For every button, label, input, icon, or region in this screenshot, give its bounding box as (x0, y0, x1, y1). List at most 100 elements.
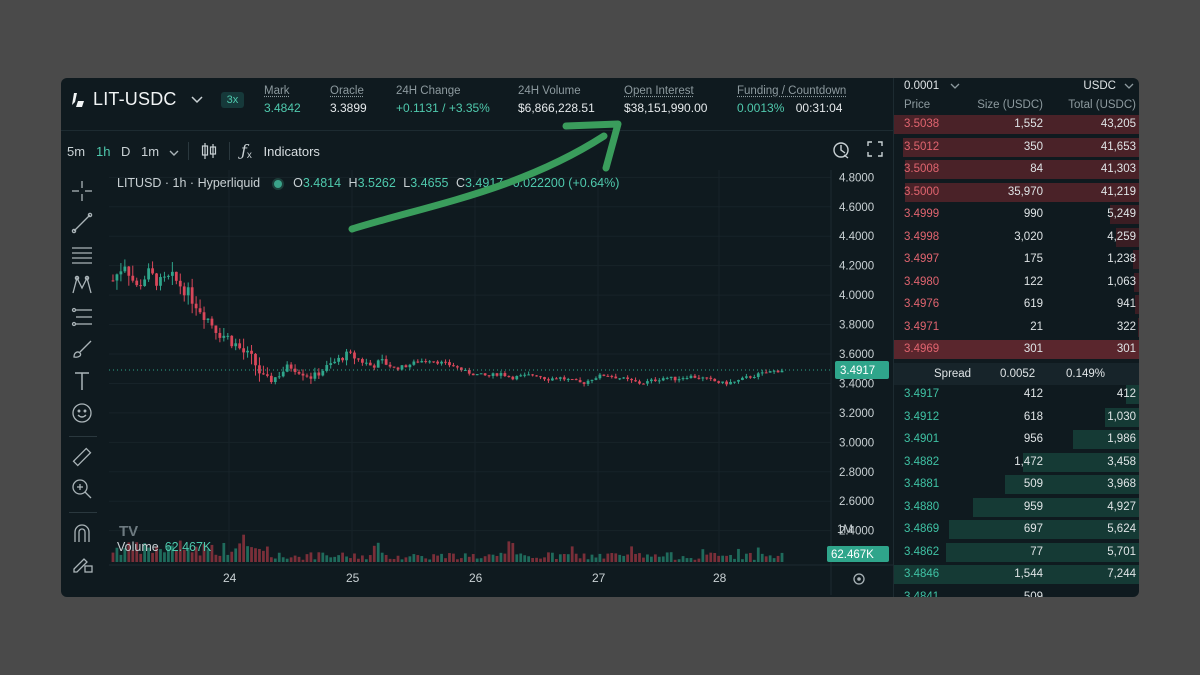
gear-icon[interactable] (853, 573, 865, 585)
chevron-down-icon[interactable] (1124, 81, 1134, 93)
candle-body (515, 376, 519, 380)
pattern-icon[interactable] (71, 274, 93, 296)
depth-bar (1133, 272, 1139, 292)
bid-row[interactable]: 3.4841 509 (894, 587, 1139, 598)
chevron-down-icon[interactable] (191, 92, 203, 107)
bid-row[interactable]: 3.4846 1,544 7,244 (894, 564, 1139, 585)
candle-body (764, 372, 768, 374)
order-total: 41,219 (1100, 185, 1136, 198)
horizontal-lines-icon[interactable] (71, 244, 93, 266)
volume-bar (230, 551, 234, 562)
zoom-in-icon[interactable] (71, 478, 93, 500)
indicators-button[interactable]: ƒx Indicators (241, 141, 320, 161)
ask-row[interactable]: 3.4997 175 1,238 (894, 249, 1139, 270)
ask-row[interactable]: 3.4976 619 941 (894, 294, 1139, 315)
order-price: 3.4912 (904, 410, 940, 423)
bid-row[interactable]: 3.4901 956 1,986 (894, 429, 1139, 450)
tick-size-select[interactable]: 0.0001 (904, 80, 940, 92)
volume-bar (764, 556, 768, 562)
candle-body (768, 371, 772, 373)
toolbar-divider (229, 142, 230, 160)
candlestick-chart[interactable]: 4.8000 4.6000 4.4000 4.2000 4.0000 3.8000 3.60… (109, 170, 893, 595)
bid-row[interactable]: 3.4882 1,472 3,458 (894, 452, 1139, 473)
volume-bar (277, 552, 281, 562)
crosshair-icon[interactable] (71, 180, 93, 202)
price-chart[interactable]: 4.8000 4.6000 4.4000 4.2000 4.0000 3.8000 3.60… (109, 170, 893, 595)
spread-value: 0.0052 (1000, 367, 1036, 380)
candle-body (218, 332, 222, 338)
stat-label[interactable]: Funding / Countdown (737, 85, 847, 97)
magnet-icon[interactable] (71, 522, 93, 544)
candle-body (416, 361, 420, 363)
ask-row[interactable]: 3.4999 990 5,249 (894, 204, 1139, 225)
candle-body (543, 377, 546, 380)
leverage-badge[interactable]: 3x (220, 91, 245, 108)
volume-bar (174, 550, 178, 562)
candle-body (642, 383, 645, 385)
currency-select[interactable]: USDC (1083, 80, 1116, 92)
legend-c-label: C (455, 176, 465, 190)
candle-body (131, 275, 135, 281)
replay-icon[interactable] (831, 140, 851, 163)
volume-bar (673, 559, 677, 562)
candle-body (170, 271, 174, 276)
timeframe-5m[interactable]: 5m (67, 144, 86, 159)
order-price: 3.5008 (904, 163, 940, 175)
volume-bar (123, 548, 127, 562)
candle-body (701, 377, 705, 379)
candle-body (558, 377, 562, 379)
candle-body (709, 377, 713, 379)
order-price: 3.4917 (904, 388, 940, 400)
timeframe-d[interactable]: D (121, 144, 131, 159)
chevron-down-icon[interactable] (950, 81, 960, 93)
lock-drawings-icon[interactable] (71, 552, 93, 574)
timeframe-1h[interactable]: 1h (96, 144, 111, 159)
emoji-icon[interactable] (71, 402, 93, 424)
volume-bar (543, 557, 546, 562)
candle-body (246, 350, 249, 353)
price-tick-label: 4.0000 (839, 290, 874, 302)
volume-bar (535, 557, 538, 562)
ask-row[interactable]: 3.5012 350 41,653 (894, 137, 1139, 158)
bid-row[interactable]: 3.4880 959 4,927 (894, 497, 1139, 518)
volume-bar (293, 555, 297, 562)
chevron-down-icon[interactable] (169, 145, 179, 160)
candle-body (436, 361, 439, 364)
bid-row[interactable]: 3.4881 509 3,968 (894, 474, 1139, 495)
candle-body (582, 382, 586, 384)
stat-label[interactable]: Mark (264, 85, 290, 97)
volume-bar (396, 555, 400, 562)
bid-row[interactable]: 3.4862 77 5,701 (894, 542, 1139, 563)
stat-label: 24H Change (396, 85, 461, 97)
fullscreen-icon[interactable] (866, 140, 884, 161)
trend-line-icon[interactable] (71, 212, 93, 234)
candle-type-icon[interactable] (201, 141, 217, 164)
bid-row[interactable]: 3.4917 412 412 (894, 384, 1139, 405)
stat-label[interactable]: Oracle (330, 85, 364, 97)
pair-selector[interactable]: LIT-USDC 3x (71, 89, 245, 110)
ask-row[interactable]: 3.5000 35,970 41,219 (894, 182, 1139, 203)
volume-bar (360, 555, 364, 562)
bid-row[interactable]: 3.4869 697 5,624 (894, 519, 1139, 540)
order-price: 3.5000 (904, 185, 940, 198)
ask-row[interactable]: 3.4998 3,020 4,259 (894, 227, 1139, 248)
volume-bar (368, 555, 372, 562)
text-icon[interactable] (71, 370, 93, 392)
volume-bar (420, 556, 424, 562)
fib-levels-icon[interactable] (71, 306, 93, 328)
ask-row[interactable]: 3.5008 84 41,303 (894, 159, 1139, 180)
ruler-icon[interactable] (71, 446, 93, 468)
volume-bar (586, 559, 590, 562)
bid-row[interactable]: 3.4912 618 1,030 (894, 407, 1139, 428)
volume-bar (333, 556, 337, 562)
brush-icon[interactable] (71, 338, 93, 360)
ask-row[interactable]: 3.5038 1,552 43,205 (894, 114, 1139, 135)
timeframe-1m[interactable]: 1m (141, 144, 160, 159)
order-price: 3.4997 (904, 253, 940, 265)
stat-label[interactable]: Open Interest (624, 85, 694, 97)
volume-bar (539, 558, 542, 562)
volume-bar (515, 554, 519, 562)
ask-row[interactable]: 3.4971 21 322 (894, 317, 1139, 338)
ask-row[interactable]: 3.4969 301 301 (894, 339, 1139, 360)
ask-row[interactable]: 3.4980 122 1,063 (894, 272, 1139, 293)
